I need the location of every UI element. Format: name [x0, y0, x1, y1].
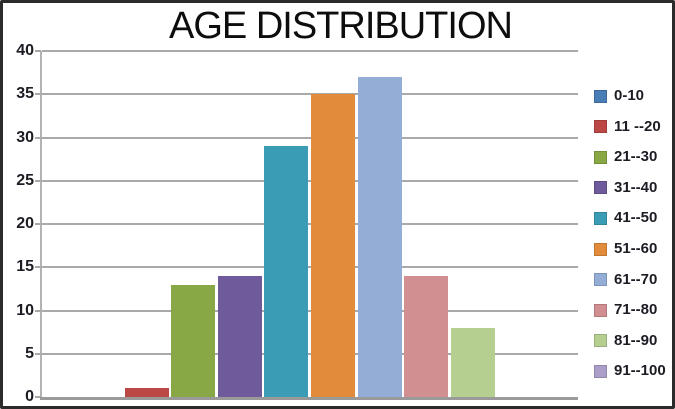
chart-title: AGE DISTRIBUTION	[169, 5, 513, 47]
legend-marker-icon	[594, 273, 607, 287]
legend-label: 21--30	[614, 148, 658, 166]
y-tick-5	[35, 352, 41, 355]
legend-entry-21--30: 21--30	[594, 148, 657, 166]
y-tick-35	[35, 93, 41, 96]
legend-label: 41--50	[614, 209, 658, 227]
y-tick-label-30: 30	[16, 128, 34, 146]
bar-41--50	[264, 146, 309, 397]
y-tick-0	[35, 396, 41, 398]
legend-marker-icon	[594, 303, 607, 317]
y-tick-20	[35, 223, 41, 225]
legend-marker-icon	[594, 364, 607, 378]
bar-61--70	[357, 76, 402, 397]
gridline-40	[42, 50, 578, 52]
legend-label: 0-10	[614, 87, 645, 104]
legend-label: 51--60	[614, 240, 658, 257]
bar-51--60	[311, 94, 356, 397]
y-tick-30	[35, 136, 41, 139]
gridline-30	[42, 136, 578, 139]
legend-label: 81--90	[614, 331, 658, 349]
y-tick-label-20: 20	[16, 215, 34, 232]
legend-marker-icon	[594, 89, 607, 103]
y-tick-label-5: 5	[25, 344, 34, 362]
legend-label: 91--100	[614, 362, 666, 380]
legend-label: 61--70	[614, 270, 658, 288]
y-tick-15	[35, 266, 41, 269]
y-tick-40	[35, 50, 41, 52]
gridline-25	[42, 179, 578, 182]
legend-entry-0-10: 0-10	[594, 87, 644, 105]
y-axis-tick-labels: 0 5 10 15 20 25 30 35 40	[3, 42, 34, 405]
y-tick-label-15: 15	[16, 258, 34, 276]
legend-marker-icon	[594, 150, 607, 164]
legend-entry-91--100: 91--100	[594, 362, 666, 380]
legend-marker-icon	[594, 242, 607, 256]
plot-area	[35, 50, 578, 400]
bar-21--30	[171, 284, 216, 397]
x-axis-line	[40, 397, 578, 400]
legend-entry-41--50: 41--50	[594, 209, 657, 227]
legend-label: 11 --20	[614, 117, 661, 135]
y-tick-label-25: 25	[16, 171, 34, 189]
y-tick-label-0: 0	[25, 388, 34, 405]
legend-entry-51--60: 51--60	[594, 240, 657, 258]
gridline-5	[42, 352, 578, 355]
legend-label: 31--40	[614, 178, 658, 196]
legend-entry-61--70: 61--70	[594, 271, 657, 289]
bar-11--20	[124, 388, 169, 397]
legend-entry-71--80: 71--80	[594, 301, 657, 319]
bar-71--80	[404, 275, 449, 397]
gridline-10	[42, 309, 578, 312]
bar-81--90	[450, 327, 495, 397]
legend-marker-icon	[594, 181, 607, 195]
legend-entry-81--90: 81--90	[594, 332, 657, 350]
legend-marker-icon	[594, 334, 607, 348]
gridline-20	[42, 223, 578, 225]
legend-entry-31--40: 31--40	[594, 179, 657, 197]
y-tick-10	[35, 309, 41, 312]
legend-marker-icon	[594, 120, 607, 134]
legend-marker-icon	[594, 211, 607, 225]
legend-label: 71--80	[614, 301, 658, 319]
bar-31--40	[217, 275, 262, 397]
gridline-35	[42, 93, 578, 96]
legend-entry-11--20: 11 --20	[594, 118, 661, 136]
y-tick-label-40: 40	[16, 42, 34, 59]
y-tick-25	[35, 179, 41, 182]
gridline-15	[42, 266, 578, 269]
y-tick-label-10: 10	[16, 301, 34, 319]
y-tick-label-35: 35	[16, 85, 34, 103]
